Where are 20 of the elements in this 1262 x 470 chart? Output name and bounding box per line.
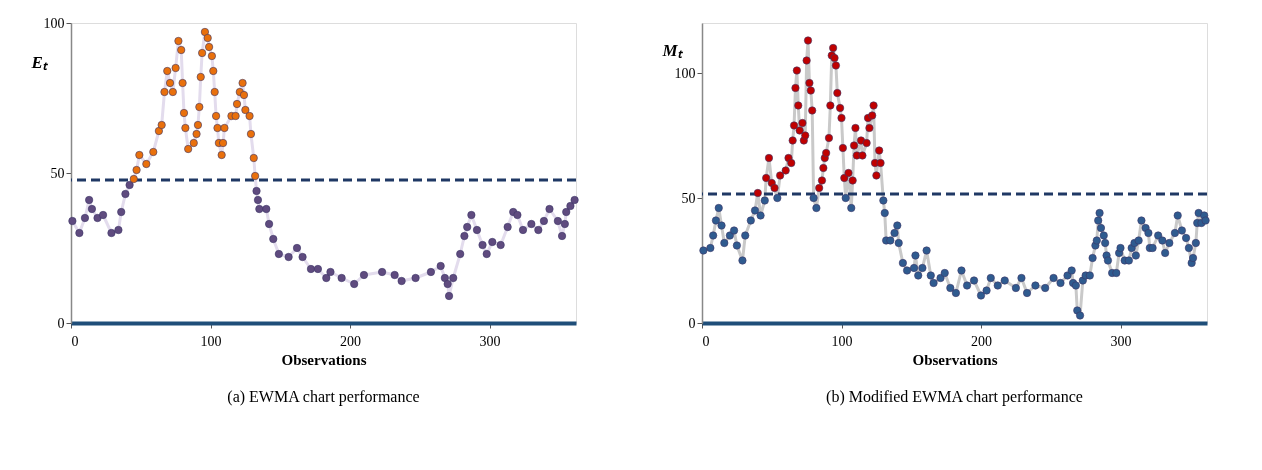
x-tick-label: 0: [71, 333, 79, 349]
text: (a) EWMA chart performance: [227, 388, 420, 406]
y-tick-label: 100: [674, 65, 696, 81]
y-tick-label: 50: [50, 165, 65, 181]
x-tick-label: 100: [831, 333, 853, 349]
x-axis-title: Observations: [281, 351, 367, 368]
text: (b) Modified EWMA chart performance: [826, 388, 1083, 406]
x-tick-label: 300: [1110, 333, 1132, 349]
y-tick-label: 0: [57, 315, 65, 331]
x-tick-label: 200: [340, 333, 362, 349]
y-tick-label: 50: [681, 190, 696, 206]
x-tick-label: 300: [479, 333, 501, 349]
x-axis-title: Observations: [912, 351, 998, 368]
x-tick-label: 0: [702, 333, 710, 349]
y-axis-title: Mₜ: [661, 40, 684, 60]
y-tick-label: 0: [688, 315, 696, 331]
x-tick-label: 200: [971, 333, 993, 349]
y-tick-label: 100: [43, 15, 65, 31]
y-axis-title: Eₜ: [30, 52, 49, 72]
x-tick-label: 100: [200, 333, 222, 349]
